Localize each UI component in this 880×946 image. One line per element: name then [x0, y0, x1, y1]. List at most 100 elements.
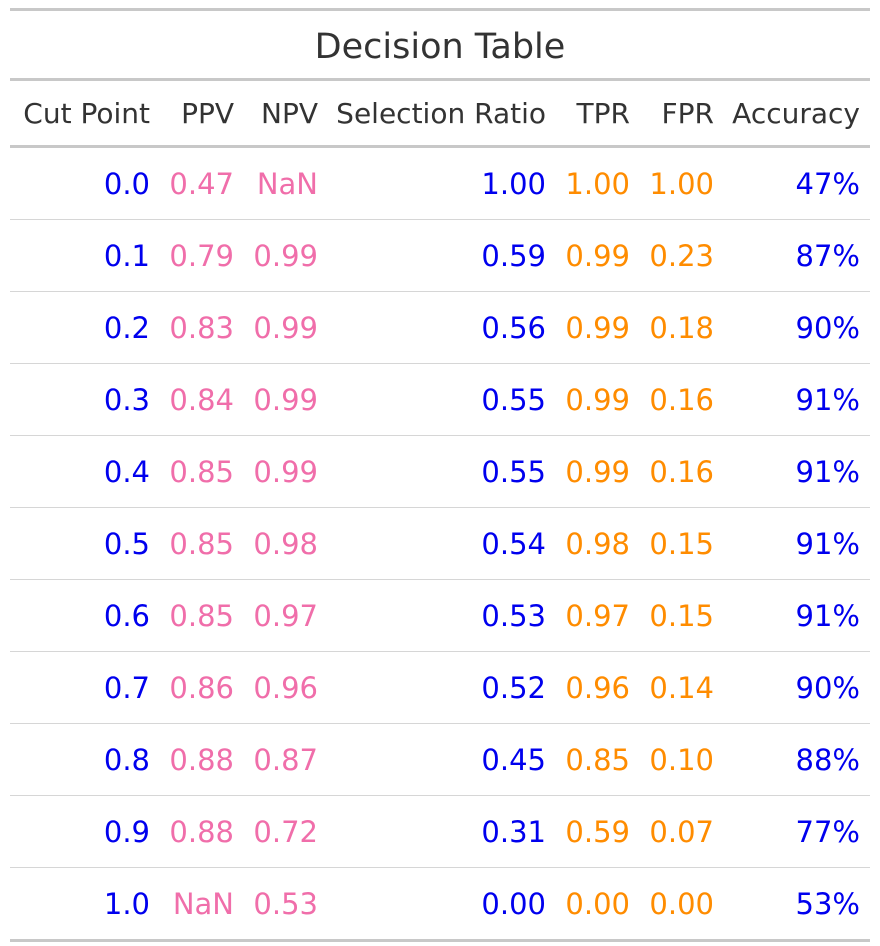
tpr-cell: 0.99 [556, 435, 640, 508]
table-row: 0.9 0.88 0.72 0.31 0.59 0.07 77% [10, 795, 870, 868]
bottom-rule [10, 939, 870, 942]
decision-table: Cut Point PPV NPV Selection Ratio TPR FP… [10, 81, 870, 145]
tpr-cell: 0.96 [556, 651, 640, 724]
fpr-cell: 0.15 [640, 579, 724, 652]
selection-ratio-cell: 0.00 [328, 867, 556, 939]
npv-cell: 0.99 [244, 435, 328, 508]
table-row: 0.5 0.85 0.98 0.54 0.98 0.15 91% [10, 507, 870, 580]
selection-ratio-cell: 1.00 [481, 166, 546, 201]
npv-cell: 0.53 [244, 867, 328, 939]
ppv-cell: 0.88 [160, 723, 244, 796]
cut-point-cell: 0.1 [10, 219, 160, 292]
accuracy-cell: 91% [724, 579, 870, 652]
selection-ratio-cell: 0.54 [328, 507, 556, 580]
title-rule [10, 78, 870, 81]
selection-ratio-cell: 0.52 [328, 651, 556, 724]
selection-ratio-cell: 0.45 [328, 723, 556, 796]
tpr-cell: 1.00 [565, 166, 630, 201]
table-row: 0.3 0.84 0.99 0.55 0.99 0.16 91% [10, 363, 870, 436]
npv-cell: 0.97 [244, 579, 328, 652]
accuracy-cell: 91% [724, 435, 870, 508]
fpr-cell: 0.15 [640, 507, 724, 580]
npv-cell: 0.99 [244, 291, 328, 364]
ppv-cell: 0.47 [169, 166, 234, 201]
ppv-cell: 0.88 [160, 795, 244, 868]
npv-cell: 0.99 [244, 219, 328, 292]
fpr-cell: 0.14 [640, 651, 724, 724]
fpr-cell: 0.16 [640, 435, 724, 508]
accuracy-cell: 87% [724, 219, 870, 292]
column-header-accuracy: Accuracy [732, 96, 860, 130]
table-row: 1.0 NaN 0.53 0.00 0.00 0.00 53% [10, 867, 870, 939]
table-row: 0.6 0.85 0.97 0.53 0.97 0.15 91% [10, 579, 870, 652]
column-header-tpr: TPR [576, 96, 630, 130]
fpr-cell: 1.00 [649, 166, 714, 201]
npv-cell: 0.72 [244, 795, 328, 868]
accuracy-cell: 53% [724, 867, 870, 939]
tpr-cell: 0.98 [556, 507, 640, 580]
cut-point-cell: 0.9 [10, 795, 160, 868]
decision-table-body: 0.0 0.47 NaN 1.00 1.00 1.00 47% 0.1 0.79 0.99 0.59… [10, 148, 870, 939]
ppv-cell: 0.85 [160, 435, 244, 508]
cut-point-cell: 0.8 [10, 723, 160, 796]
table-row: 0.7 0.86 0.96 0.52 0.96 0.14 90% [10, 651, 870, 724]
selection-ratio-cell: 0.53 [328, 579, 556, 652]
ppv-cell: 0.85 [160, 507, 244, 580]
column-header-selection-ratio: Selection Ratio [336, 96, 546, 130]
accuracy-cell: 91% [724, 507, 870, 580]
fpr-cell: 0.16 [640, 363, 724, 436]
npv-cell: 0.98 [244, 507, 328, 580]
fpr-cell: 0.23 [640, 219, 724, 292]
fpr-cell: 0.10 [640, 723, 724, 796]
cut-point-cell: 0.3 [10, 363, 160, 436]
header-row: Cut Point PPV NPV Selection Ratio TPR FP… [10, 81, 870, 145]
accuracy-cell: 88% [724, 723, 870, 796]
accuracy-cell: 90% [724, 291, 870, 364]
accuracy-cell: 91% [724, 363, 870, 436]
accuracy-cell: 90% [724, 651, 870, 724]
cut-point-cell: 0.2 [10, 291, 160, 364]
ppv-cell: 0.86 [160, 651, 244, 724]
table-row: 0.2 0.83 0.99 0.56 0.99 0.18 90% [10, 291, 870, 364]
npv-cell: 0.99 [244, 363, 328, 436]
ppv-cell: 0.79 [160, 219, 244, 292]
accuracy-cell: 77% [724, 795, 870, 868]
ppv-cell: 0.84 [160, 363, 244, 436]
tpr-cell: 0.00 [556, 867, 640, 939]
column-header-cut-point: Cut Point [23, 96, 150, 130]
npv-cell: NaN [256, 166, 318, 201]
table-row: 0.8 0.88 0.87 0.45 0.85 0.10 88% [10, 723, 870, 796]
accuracy-cell: 47% [795, 166, 860, 201]
column-header-fpr: FPR [661, 96, 714, 130]
cut-point-cell: 0.6 [10, 579, 160, 652]
column-header-ppv: PPV [181, 96, 234, 130]
selection-ratio-cell: 0.31 [328, 795, 556, 868]
cut-point-cell: 0.0 [103, 166, 150, 201]
column-header-npv: NPV [261, 96, 318, 130]
table-row: 0.0 0.47 NaN 1.00 1.00 1.00 47% [10, 148, 870, 220]
table-row: 0.4 0.85 0.99 0.55 0.99 0.16 91% [10, 435, 870, 508]
tpr-cell: 0.99 [556, 291, 640, 364]
selection-ratio-cell: 0.55 [328, 363, 556, 436]
tpr-cell: 0.99 [556, 219, 640, 292]
top-rule [10, 8, 870, 11]
decision-table-container: Decision Table Cut Point PPV NPV Selecti… [10, 8, 870, 942]
cut-point-cell: 0.5 [10, 507, 160, 580]
npv-cell: 0.96 [244, 651, 328, 724]
fpr-cell: 0.18 [640, 291, 724, 364]
selection-ratio-cell: 0.59 [328, 219, 556, 292]
cut-point-cell: 1.0 [10, 867, 160, 939]
ppv-cell: 0.85 [160, 579, 244, 652]
fpr-cell: 0.00 [640, 867, 724, 939]
table-title: Decision Table [314, 27, 566, 67]
ppv-cell: NaN [160, 867, 244, 939]
cut-point-cell: 0.7 [10, 651, 160, 724]
header-rule [10, 145, 870, 148]
tpr-cell: 0.85 [556, 723, 640, 796]
cut-point-cell: 0.4 [10, 435, 160, 508]
tpr-cell: 0.97 [556, 579, 640, 652]
ppv-cell: 0.83 [160, 291, 244, 364]
fpr-cell: 0.07 [640, 795, 724, 868]
selection-ratio-cell: 0.56 [328, 291, 556, 364]
tpr-cell: 0.99 [556, 363, 640, 436]
